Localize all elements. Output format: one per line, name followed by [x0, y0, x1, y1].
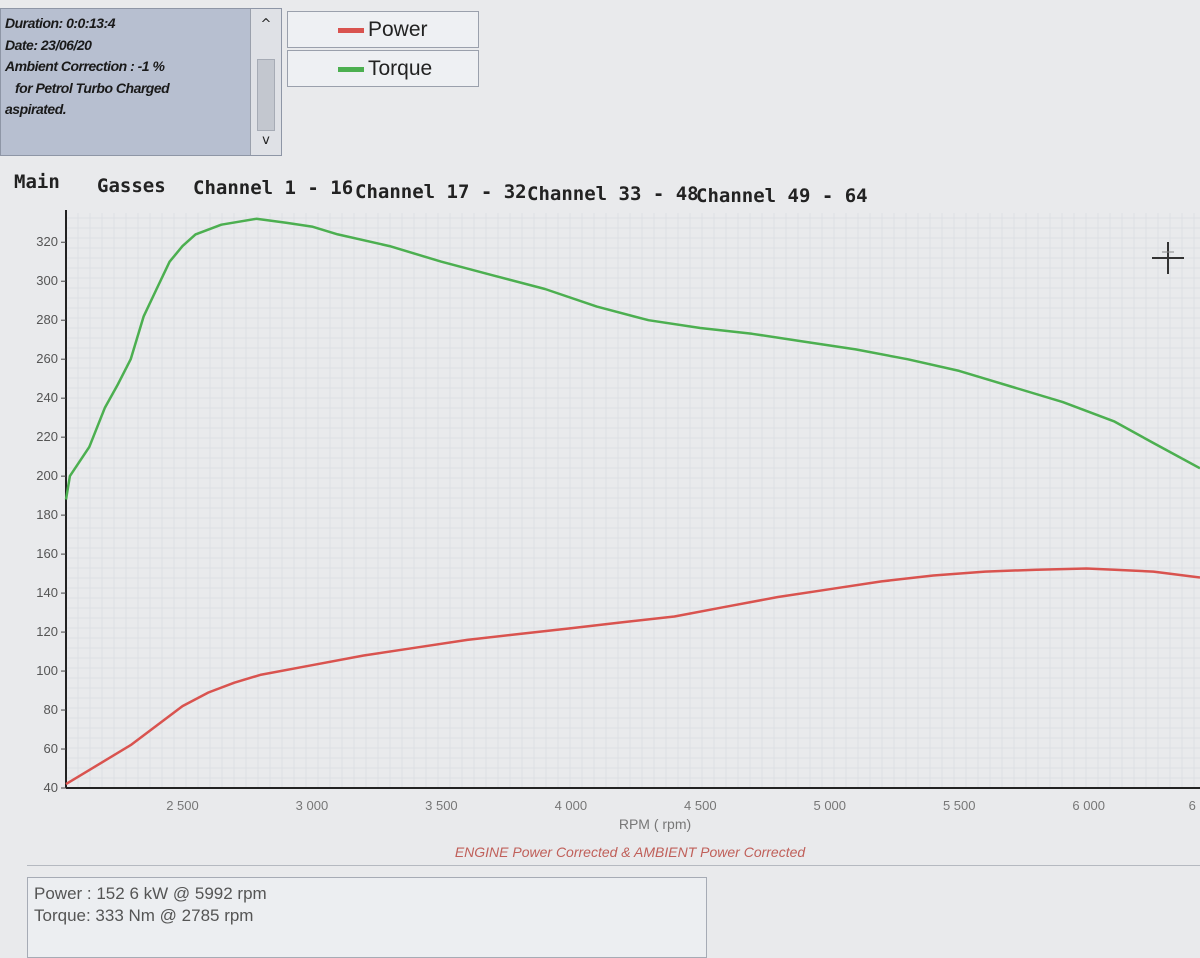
tab-channel-49-64[interactable]: Channel 49 - 64 [696, 185, 868, 207]
scroll-thumb[interactable] [257, 59, 275, 131]
y-tick-label: 240 [36, 390, 58, 405]
y-tick-label: 220 [36, 429, 58, 444]
chart-grid [65, 213, 1200, 789]
y-tick-label: 40 [44, 780, 58, 795]
tab-channel-17-32[interactable]: Channel 17 - 32 [355, 181, 527, 203]
run-info-text: Duration: 0:0:13:4 Date: 23/06/20 Ambien… [5, 13, 249, 121]
x-tick-label: 4 500 [684, 798, 717, 813]
dyno-chart: 40 60 80 100 120 140 160 180 200 220 240 260 280 300 3… [36, 210, 1200, 860]
y-tick-label: 80 [44, 702, 58, 717]
info-duration: Duration: 0:0:13:4 [5, 15, 116, 31]
legend-torque-swatch [338, 67, 364, 72]
y-tick-label: 140 [36, 585, 58, 600]
tab-channel-33-48[interactable]: Channel 33 - 48 [527, 183, 699, 205]
peak-power-readout: Power : 152 6 kW @ 5992 rpm [34, 884, 267, 903]
legend-power-label: Power [368, 18, 428, 41]
chart-caption: ENGINE Power Corrected & AMBIENT Power C… [455, 844, 807, 860]
divider [27, 865, 1200, 866]
x-tick-label: 3 500 [425, 798, 458, 813]
chart-axes [65, 210, 1200, 789]
x-tick-label: 2 500 [166, 798, 199, 813]
y-tick-label: 100 [36, 663, 58, 678]
x-axis-label: RPM ( rpm) [619, 816, 691, 832]
y-tick-label: 300 [36, 273, 58, 288]
y-tick-label: 60 [44, 741, 58, 756]
peak-torque-readout: Torque: 333 Nm @ 2785 rpm [34, 906, 254, 925]
x-tick-label: 5 000 [813, 798, 846, 813]
y-tick-label: 260 [36, 351, 58, 366]
x-tick-label: 6 000 [1072, 798, 1105, 813]
run-info-panel: Duration: 0:0:13:4 Date: 23/06/20 Ambien… [0, 8, 282, 156]
tab-main[interactable]: Main [14, 171, 60, 193]
tab-gasses[interactable]: Gasses [97, 175, 166, 197]
x-tick-label: 6 [1189, 798, 1196, 813]
peak-summary-panel: Power : 152 6 kW @ 5992 rpm Torque: 333 … [27, 877, 707, 958]
y-tick-label: 200 [36, 468, 58, 483]
info-engine-type: for Petrol Turbo Charged [15, 79, 170, 96]
legend-power[interactable]: Power [287, 11, 479, 48]
y-tick-label: 280 [36, 312, 58, 327]
info-ambient-correction: Ambient Correction : -1 % [5, 58, 165, 74]
legend-power-swatch [338, 28, 364, 33]
y-tick-label: 180 [36, 507, 58, 522]
info-scrollbar[interactable]: ^ v [250, 9, 281, 155]
y-tick-label: 320 [36, 234, 58, 249]
x-tick-label: 3 000 [296, 798, 329, 813]
series-line-power [65, 567, 1200, 786]
crosshair-icon[interactable] [1148, 238, 1188, 278]
info-aspiration: aspirated. [5, 101, 67, 117]
x-axis-ticks: 2 500 3 000 3 500 4 000 4 500 5 000 5 500 6 000… [166, 798, 1196, 813]
scroll-up-button[interactable]: ^ [260, 17, 272, 32]
x-tick-label: 5 500 [943, 798, 976, 813]
x-tick-label: 4 000 [555, 798, 588, 813]
scroll-down-button[interactable]: v [262, 133, 270, 148]
legend-torque-label: Torque [368, 57, 433, 80]
y-tick-label: 160 [36, 546, 58, 561]
y-tick-label: 120 [36, 624, 58, 639]
legend-torque[interactable]: Torque [287, 50, 479, 87]
y-axis-ticks: 40 60 80 100 120 140 160 180 200 220 240 260 280 300 3… [36, 234, 66, 795]
chart-series [64, 217, 1200, 786]
tab-channel-1-16[interactable]: Channel 1 - 16 [193, 177, 354, 199]
info-date: Date: 23/06/20 [5, 36, 92, 53]
series-line-torque [64, 217, 1200, 500]
